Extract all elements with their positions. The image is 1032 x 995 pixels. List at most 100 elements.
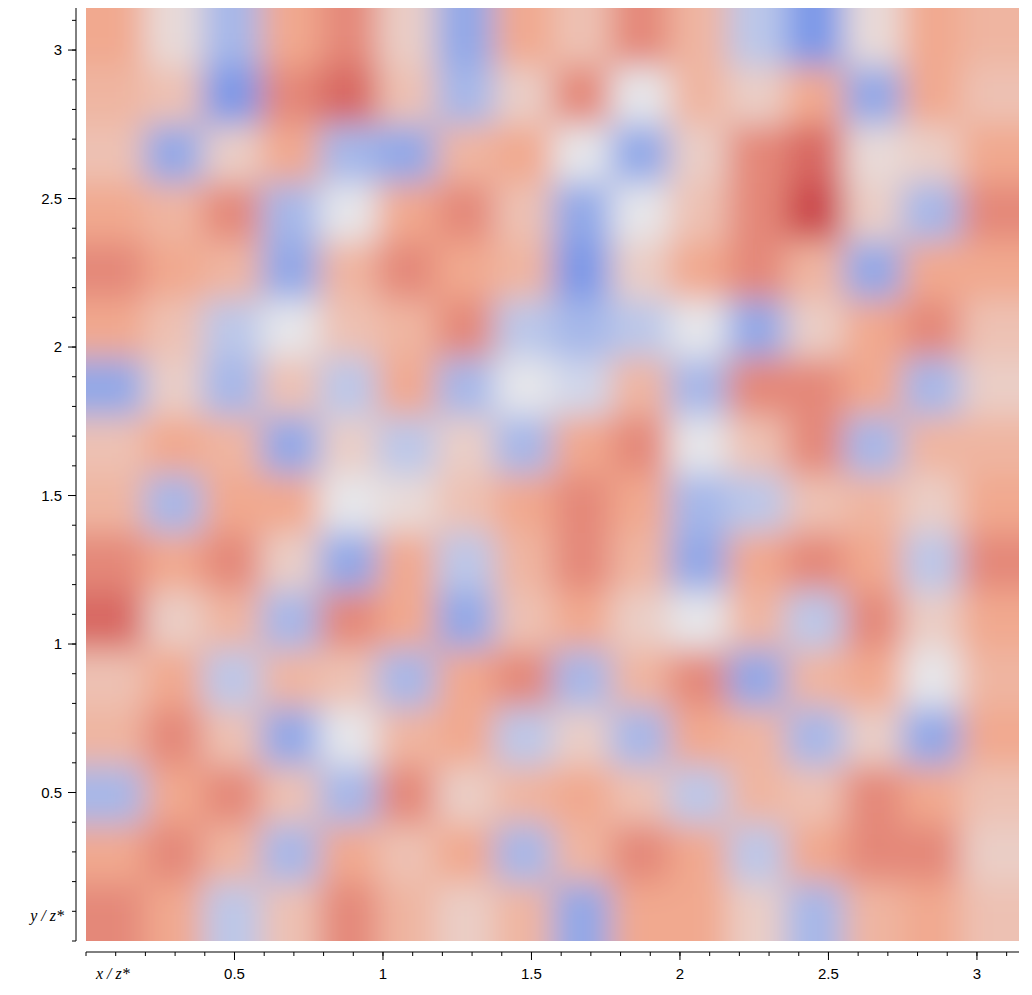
heatmap-cell xyxy=(86,824,145,883)
x-tick xyxy=(828,952,829,960)
heatmap-cell xyxy=(86,475,145,534)
heatmap-cell xyxy=(961,883,1019,941)
heatmap-cell xyxy=(961,475,1019,534)
heatmap-cell xyxy=(378,416,437,475)
heatmap-cell xyxy=(203,125,262,184)
heatmap-cell xyxy=(261,183,320,242)
heatmap-cell xyxy=(727,824,786,883)
heatmap-cell xyxy=(669,300,728,359)
heatmap-cell xyxy=(611,533,670,592)
heatmap-cell xyxy=(319,824,378,883)
heatmap-cell xyxy=(261,475,320,534)
y-minor-tick xyxy=(72,168,76,169)
x-tick xyxy=(382,952,383,960)
x-minor-tick xyxy=(739,952,740,956)
heatmap-cell xyxy=(727,358,786,417)
heatmap-cell xyxy=(494,300,553,359)
heatmap-cell xyxy=(494,475,553,534)
heatmap-cell xyxy=(553,300,612,359)
heatmap-cell xyxy=(319,416,378,475)
heatmap-cell xyxy=(553,766,612,825)
heatmap-cell xyxy=(144,66,203,125)
x-tick-label: 2.5 xyxy=(818,965,839,982)
heatmap-cell xyxy=(553,708,612,767)
heatmap-cell xyxy=(611,649,670,708)
y-minor-tick xyxy=(72,228,76,229)
heatmap-cell xyxy=(261,708,320,767)
heatmap-cell xyxy=(727,475,786,534)
y-minor-tick xyxy=(72,733,76,734)
heatmap-cell xyxy=(786,241,845,300)
x-minor-tick xyxy=(947,952,948,956)
heatmap-cell xyxy=(436,416,495,475)
heatmap-cell xyxy=(378,649,437,708)
y-minor-tick xyxy=(72,762,76,763)
heatmap-cell xyxy=(319,533,378,592)
x-tick xyxy=(976,952,977,960)
heatmap-cell xyxy=(961,708,1019,767)
heatmap-cell xyxy=(86,883,145,941)
heatmap-cell xyxy=(727,300,786,359)
heatmap-cell xyxy=(669,766,728,825)
heatmap-cell xyxy=(378,241,437,300)
chart: 0.511.522.530.511.522.53x / z*y / z* xyxy=(0,0,1032,995)
y-minor-tick xyxy=(72,614,76,615)
heatmap-cell xyxy=(319,8,378,67)
heatmap-cell xyxy=(319,183,378,242)
heatmap-cell xyxy=(669,591,728,650)
x-minor-tick xyxy=(204,952,205,956)
heatmap-cell xyxy=(727,591,786,650)
heatmap-cell xyxy=(436,475,495,534)
heatmap-cell xyxy=(319,66,378,125)
heatmap-cell xyxy=(902,300,961,359)
heatmap-cell xyxy=(319,475,378,534)
heatmap-cell xyxy=(261,8,320,67)
y-minor-tick xyxy=(72,436,76,437)
y-tick xyxy=(68,198,76,199)
heatmap-cell xyxy=(261,66,320,125)
heatmap-cell xyxy=(902,183,961,242)
heatmap-cell xyxy=(319,708,378,767)
heatmap-cell xyxy=(553,183,612,242)
x-minor-tick xyxy=(86,952,87,956)
x-tick-label: 1 xyxy=(379,965,387,982)
heatmap-cell xyxy=(261,125,320,184)
y-minor-tick xyxy=(72,941,76,942)
heatmap-cell xyxy=(436,591,495,650)
heatmap-cell xyxy=(436,8,495,67)
heatmap-cell xyxy=(669,824,728,883)
y-tick-label: 2 xyxy=(54,338,62,355)
heatmap-cell xyxy=(786,300,845,359)
heatmap-cell xyxy=(669,475,728,534)
heatmap-cell xyxy=(378,708,437,767)
heatmap-cell xyxy=(611,183,670,242)
heatmap-cell xyxy=(669,66,728,125)
heatmap-cell xyxy=(86,241,145,300)
heatmap-cell xyxy=(494,416,553,475)
heatmap-cell xyxy=(319,358,378,417)
y-minor-tick xyxy=(72,703,76,704)
heatmap-cell xyxy=(319,241,378,300)
heatmap-cell xyxy=(902,591,961,650)
heatmap-cell xyxy=(902,649,961,708)
heatmap-cell xyxy=(961,300,1019,359)
y-axis-line xyxy=(76,8,77,941)
heatmap-cell xyxy=(144,533,203,592)
heatmap-cell xyxy=(203,824,262,883)
x-minor-tick xyxy=(145,952,146,956)
heatmap-cell xyxy=(436,183,495,242)
x-minor-tick xyxy=(620,952,621,956)
heatmap-cell xyxy=(961,66,1019,125)
heatmap-cell xyxy=(902,824,961,883)
heatmap-cell xyxy=(553,358,612,417)
heatmap-cell xyxy=(611,708,670,767)
heatmap-cell xyxy=(144,300,203,359)
heatmap-cell xyxy=(378,591,437,650)
heatmap-cell xyxy=(203,708,262,767)
heatmap-cell xyxy=(144,824,203,883)
heatmap-cell xyxy=(786,8,845,67)
heatmap-cell xyxy=(203,649,262,708)
heatmap-cell xyxy=(611,591,670,650)
heatmap-cell xyxy=(961,8,1019,67)
heatmap-cell xyxy=(786,649,845,708)
